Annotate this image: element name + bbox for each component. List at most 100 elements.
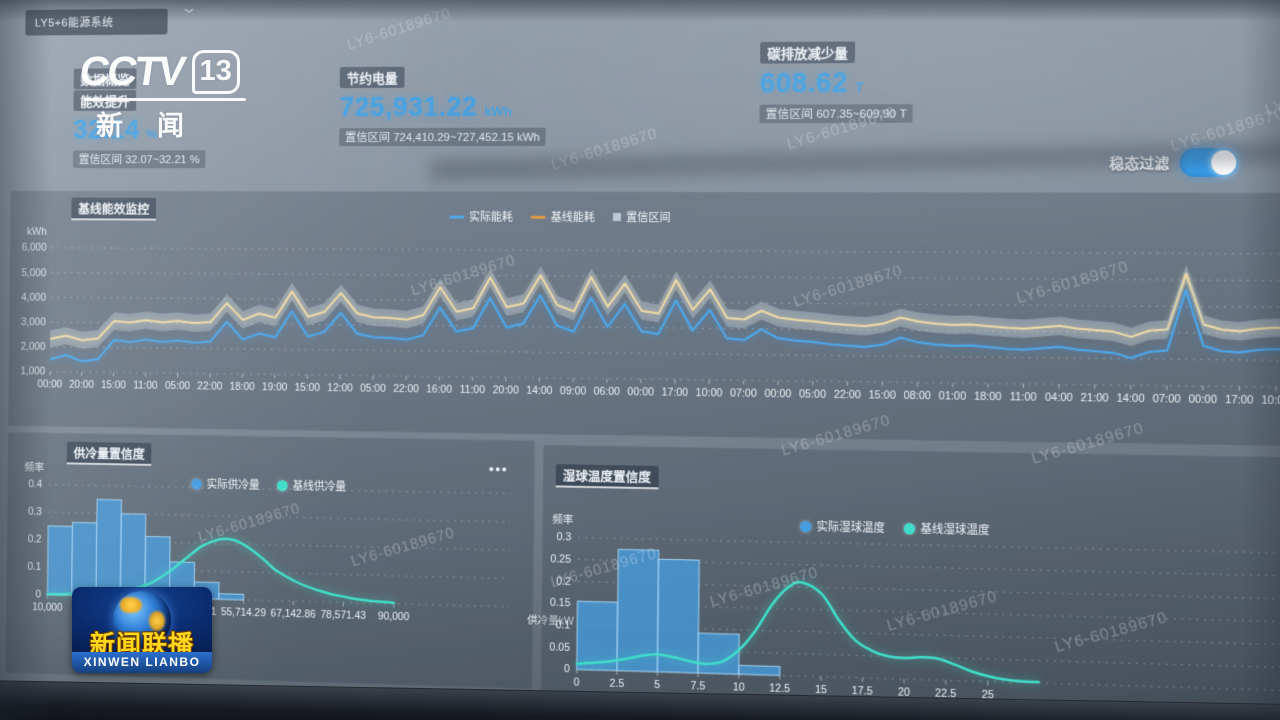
x-tick-label: 08:00 [903,391,931,403]
y-tick-label: 6,000 [22,243,47,254]
kpi-label: 节约电量 [339,66,405,89]
x-tick-label: 19:00 [262,382,288,393]
x-tick-label: 20:00 [69,380,94,391]
x-tick-label: 22:00 [393,384,419,395]
y-tick-label: 0.1 [27,562,41,573]
histogram-bar [96,499,121,596]
histogram-bar [219,594,244,600]
x-tick-label: 67,142.86 [271,609,317,621]
x-tick-label: 20:00 [493,385,519,397]
x-tick-label: 78,571.43 [320,610,366,622]
y-tick-label: 2,000 [21,342,46,353]
x-tick-label: 0 [574,677,580,688]
x-tick-label: 00:00 [627,387,654,399]
x-tick-label: 7.5 [690,681,705,693]
chevron-down-icon[interactable]: ⌄ [179,0,199,17]
y-tick-label: 0.3 [556,533,571,545]
section-label: 数据概览 [73,68,137,90]
x-tick-label: 90,000 [378,611,410,623]
histogram-bar [120,514,145,598]
x-tick-label: 20 [898,687,910,699]
x-tick-label: 5 [654,680,660,691]
x-tick-label: 55,714.29 [221,607,266,619]
x-tick-label: 10,000 [32,602,62,614]
x-tick-label: 12:00 [327,383,353,394]
x-tick-label: 12.5 [769,683,790,695]
y-tick-label: 3,000 [21,317,46,328]
y-tick-label: 4,000 [21,293,46,304]
x-tick-label: 05:00 [165,381,190,392]
x-tick-label: 25 [981,690,994,702]
x-tick-label: 00:00 [764,389,791,401]
y-tick-label: 0.4 [28,480,42,491]
watermark: LY6-60189670 [1262,67,1280,120]
gridline [49,485,511,494]
x-tick-label: 16:00 [426,384,452,395]
y-tick-label: 5,000 [21,268,46,279]
x-tick-label: 11:00 [1010,392,1037,404]
steady-filter-row: 稳态过滤 [1109,148,1239,177]
x-tick-label: 00:00 [37,379,62,390]
y-tick-label: 0.3 [28,507,42,518]
x-tick-label: 07:00 [1152,394,1181,406]
histogram-bar [145,536,170,598]
x-tick-label: 10 [733,682,745,694]
x-tick-label: 00:00 [1189,394,1218,406]
gridline [578,538,1280,555]
toggle-knob-icon [1211,150,1237,175]
system-selector[interactable]: LY5+6能源系统 [25,8,168,36]
x-tick-label: 22:00 [197,381,223,392]
y-tick-label: 0.2 [28,535,42,546]
y-tick-label: 0.05 [549,642,570,654]
y-tick-label: 0.2 [556,576,571,588]
x-tick-label: 21:00 [1081,393,1109,405]
x-tick-label: 07:00 [730,388,757,400]
x-tick-label: 15:00 [868,390,896,402]
x-tick-label: 15 [815,685,827,697]
confidence-band [50,247,1280,364]
y-tick-label: 1,000 [20,367,45,378]
x-tick-label: 17:00 [1225,395,1254,407]
cooling-confidence-card: 供冷量置信度 ••• 实际供冷量 基线供冷量 0.4 0.3 0.2 0.1 0 频率 10,… [5,431,574,690]
x-tick-label: 44,285.71 [172,606,217,618]
kpi-confidence: 置信区间 724,410.29~727,452.15 kWh [339,127,546,147]
x-tick-label: 05:00 [360,384,386,395]
cooling-chart-plot: 0.4 0.3 0.2 0.1 0 频率 10,000 21,428.57 32,857.14 4… [6,433,574,688]
kpi-label: 能效提升 [73,90,137,111]
histogram-bar [739,665,780,675]
kpi-value: 725,931.22 kWh [339,91,512,123]
x-tick-label: 14:00 [526,386,553,398]
y-tick-label: 0 [564,664,570,675]
histogram-bar [194,582,219,599]
y-axis-unit: kWh [27,227,47,238]
wet-plot-svg: 0.3 0.25 0.2 0.15 0.1 0.05 0 频率 0 2.5 5 7.5 10 12.5 15… [549,513,1280,702]
x-tick-label: 21,428.57 [74,603,118,615]
kpi-2: 碳排放减少量 608.62 T 置信区间 607.35~609.90 T [759,41,914,124]
x-tick-label: 18:00 [229,382,255,393]
x-tick-label: 09:00 [560,386,587,398]
x-tick-label: 05:00 [799,389,826,401]
x-tick-label: 2.5 [609,679,624,691]
cool-plot-svg: 0.4 0.3 0.2 0.1 0 频率 10,000 21,428.57 32,857.14 4… [24,461,574,628]
kpi-1: 节约电量 725,931.22 kWh 置信区间 724,410.29~727,4… [339,66,547,147]
x-tick-label: 22:00 [834,390,861,402]
steady-filter-toggle[interactable] [1179,148,1239,177]
wetbulb-confidence-card: 湿球温度置信度 实际湿球温度 基线湿球温度 0.3 0.25 0.2 0.15 0.1 0.… [539,444,1280,720]
main-chart-plot: 6,000 5,000 4,000 3,000 2,000 1,000 kWh 00:00 20… [9,192,1280,447]
x-tick-label: 15:00 [294,383,320,394]
x-tick-label: 01:00 [939,391,967,403]
kpi-value: 32.14% [73,114,158,145]
x-tick-label: 11:00 [133,381,158,392]
steady-filter-label: 稳态过滤 [1109,154,1170,171]
watermark: LY6-60189670 [345,4,453,54]
y-tick-label: 0.25 [550,554,571,566]
kpi-confidence: 置信区间 32.07~32.21 % [72,150,206,169]
kpi-confidence: 置信区间 607.35~609.90 T [759,104,914,124]
wetbulb-chart-plot: 0.3 0.25 0.2 0.15 0.1 0.05 0 频率 0 2.5 5 7.5 10 12.5 15… [541,446,1280,720]
x-tick-label: 10:00 [1261,395,1280,407]
kpi-value: 608.62 T [759,67,864,99]
gridline [51,248,1280,255]
x-tick-label: 17:00 [661,387,688,399]
y-axis-label: 频率 [24,461,44,474]
